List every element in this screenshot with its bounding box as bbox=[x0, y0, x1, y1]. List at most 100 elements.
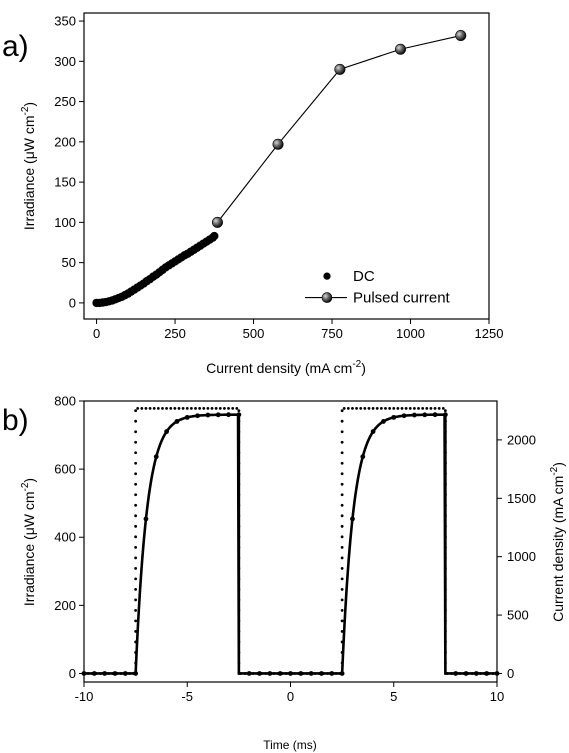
current-density-point bbox=[396, 406, 400, 410]
irradiance-point bbox=[246, 671, 252, 676]
panel-a-y-axis-label: Irradiance (μW cm-2) bbox=[20, 102, 37, 230]
legend-dc-label: DC bbox=[353, 268, 375, 285]
current-density-point bbox=[340, 503, 344, 507]
irradiance-point bbox=[143, 516, 149, 522]
current-density-point bbox=[231, 406, 235, 410]
current-density-point bbox=[400, 406, 404, 410]
current-density-point bbox=[340, 451, 344, 455]
irradiance-point bbox=[442, 412, 448, 418]
current-density-point bbox=[384, 406, 387, 410]
panel-a-x-axis-label: Current density (mA cm-2) bbox=[206, 359, 366, 376]
current-density-point bbox=[371, 406, 375, 410]
current-density-point bbox=[136, 406, 140, 410]
current-density-point bbox=[134, 524, 138, 528]
y-tick-label: 200 bbox=[54, 598, 76, 613]
legend-pulsed-label: Pulsed current bbox=[353, 290, 451, 307]
irradiance-point bbox=[463, 671, 469, 676]
current-density-point bbox=[134, 451, 138, 455]
current-density-point bbox=[134, 545, 138, 549]
irradiance-point bbox=[174, 419, 180, 424]
y-tick-label: 350 bbox=[54, 14, 76, 29]
irradiance-point bbox=[102, 671, 108, 676]
irradiance-point bbox=[381, 419, 386, 424]
current-density-point bbox=[363, 406, 367, 410]
y-tick-label: 0 bbox=[69, 666, 76, 681]
current-density-point bbox=[367, 406, 371, 410]
current-density-point bbox=[429, 406, 433, 410]
current-density-point bbox=[340, 440, 344, 444]
irradiance-point bbox=[164, 429, 170, 434]
irradiance-point bbox=[360, 454, 366, 460]
current-density-point bbox=[169, 406, 173, 410]
x-tick-label: 0 bbox=[93, 326, 100, 341]
current-density-point bbox=[152, 406, 156, 410]
current-density-point bbox=[340, 482, 344, 486]
irradiance-point bbox=[484, 671, 490, 676]
current-density-point bbox=[340, 566, 344, 570]
current-density-point bbox=[388, 406, 392, 410]
y-tick-label: 200 bbox=[54, 134, 76, 149]
irradiance-point bbox=[257, 671, 262, 676]
current-density-point bbox=[340, 419, 344, 423]
current-density-point bbox=[340, 545, 344, 549]
current-density-point bbox=[404, 406, 408, 410]
x-tick-label: 250 bbox=[164, 326, 186, 341]
y-tick-label: 250 bbox=[54, 94, 76, 109]
pulsed-current-point bbox=[272, 138, 284, 150]
current-density-point bbox=[340, 524, 344, 528]
panel-b-plot-frame bbox=[83, 400, 498, 683]
irradiance-point bbox=[453, 671, 459, 676]
panel-b-y-axis-label: Irradiance (μW cm-2) bbox=[20, 478, 37, 606]
current-density-point bbox=[340, 609, 344, 612]
y-tick-label: 50 bbox=[62, 255, 76, 270]
current-density-point bbox=[181, 406, 185, 410]
x-tick-label: 1000 bbox=[396, 326, 425, 341]
current-density-point bbox=[433, 406, 437, 410]
irradiance-point bbox=[391, 414, 397, 420]
irradiance-point bbox=[112, 671, 118, 676]
current-density-point bbox=[379, 406, 383, 410]
current-density-point bbox=[340, 577, 344, 581]
current-density-point bbox=[189, 406, 193, 410]
irradiance-point bbox=[184, 414, 190, 420]
irradiance-point bbox=[81, 671, 87, 676]
current-density-point bbox=[425, 406, 429, 410]
current-density-point bbox=[342, 406, 346, 410]
current-density-point bbox=[156, 406, 160, 410]
panel-b-marks bbox=[81, 406, 500, 676]
current-density-point bbox=[148, 406, 152, 410]
current-density-point bbox=[194, 406, 197, 410]
current-density-point bbox=[134, 430, 138, 434]
irradiance-point bbox=[401, 413, 407, 419]
current-density-point bbox=[437, 406, 441, 410]
current-density-point bbox=[134, 609, 138, 612]
current-density-point bbox=[340, 587, 344, 591]
irradiance-point bbox=[153, 454, 159, 460]
current-density-point bbox=[227, 406, 230, 410]
current-density-point bbox=[165, 406, 169, 410]
irradiance-point bbox=[308, 671, 314, 676]
x-tick-label: -10 bbox=[75, 689, 94, 704]
dc-point bbox=[210, 231, 219, 241]
y-tick-label: 800 bbox=[54, 394, 76, 409]
y2-tick-label: 500 bbox=[507, 608, 529, 623]
current-density-point bbox=[161, 406, 164, 410]
current-density-point bbox=[441, 406, 445, 410]
current-density-point bbox=[134, 461, 138, 465]
current-density-point bbox=[340, 619, 344, 623]
current-density-point bbox=[340, 556, 344, 560]
pulsed-current-point bbox=[394, 43, 406, 55]
y2-tick-label: 1500 bbox=[507, 491, 536, 506]
current-density-point bbox=[134, 503, 138, 507]
irradiance-point bbox=[267, 671, 273, 676]
panel-b-x-axis-label: Time (ms) bbox=[263, 738, 317, 752]
panel-a: a) 0 250 500 750 1000 1250 0 50 100 150 200 250 300 3… bbox=[2, 12, 503, 376]
current-density-point bbox=[134, 514, 138, 518]
current-density-point bbox=[134, 493, 138, 497]
irradiance-point bbox=[226, 412, 231, 418]
irradiance-markers bbox=[81, 412, 500, 676]
irradiance-point bbox=[350, 516, 355, 522]
panel-a-marks bbox=[92, 30, 467, 308]
irradiance-point bbox=[298, 671, 304, 676]
